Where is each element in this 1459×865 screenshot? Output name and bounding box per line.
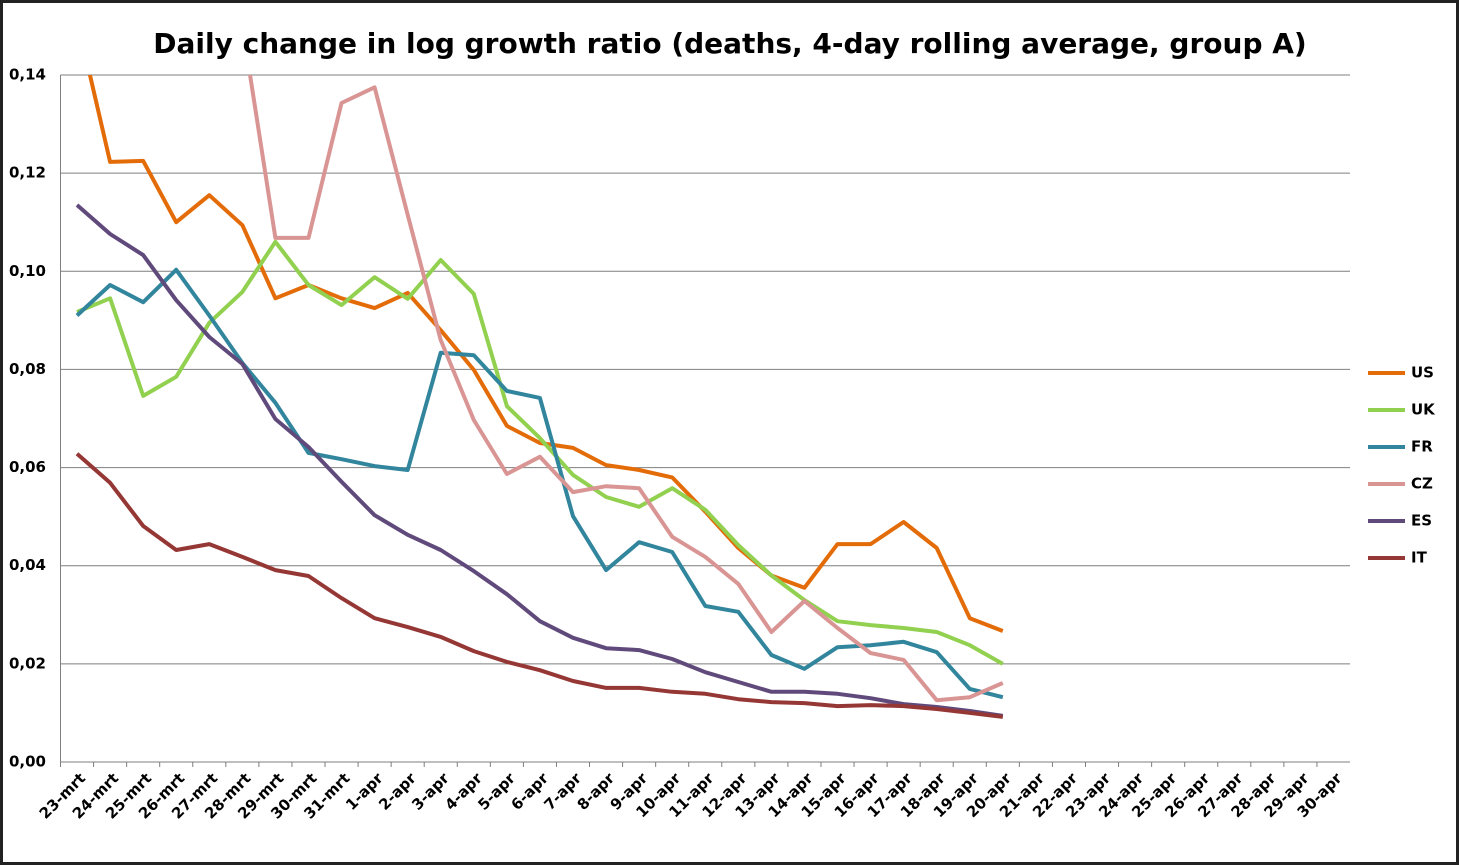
series-line	[75, 267, 1004, 700]
legend-label: IT	[1411, 549, 1428, 567]
y-tick-label: 0,10	[9, 262, 46, 280]
series-line	[87, 75, 1004, 633]
y-tick-label: 0,06	[9, 458, 46, 476]
legend-label: CZ	[1411, 475, 1433, 493]
y-tick-label: 0,08	[9, 360, 46, 378]
chart-title: Daily change in log growth ratio (deaths…	[153, 27, 1306, 60]
y-tick-label: 0,12	[9, 164, 46, 182]
plot-lines	[75, 75, 1004, 719]
legend-label: ES	[1411, 512, 1432, 530]
series-line	[75, 452, 1004, 719]
y-tick-label: 0,00	[9, 753, 46, 771]
legend-label: US	[1411, 364, 1434, 382]
series-line	[76, 239, 1004, 666]
y-tick-label: 0,04	[9, 556, 46, 574]
legend-label: UK	[1411, 401, 1436, 419]
series-line	[248, 75, 1004, 703]
series-line	[75, 203, 1004, 718]
y-tick-label: 0,14	[9, 66, 46, 84]
legend-label: FR	[1411, 438, 1433, 456]
y-tick-label: 0,02	[9, 654, 46, 672]
